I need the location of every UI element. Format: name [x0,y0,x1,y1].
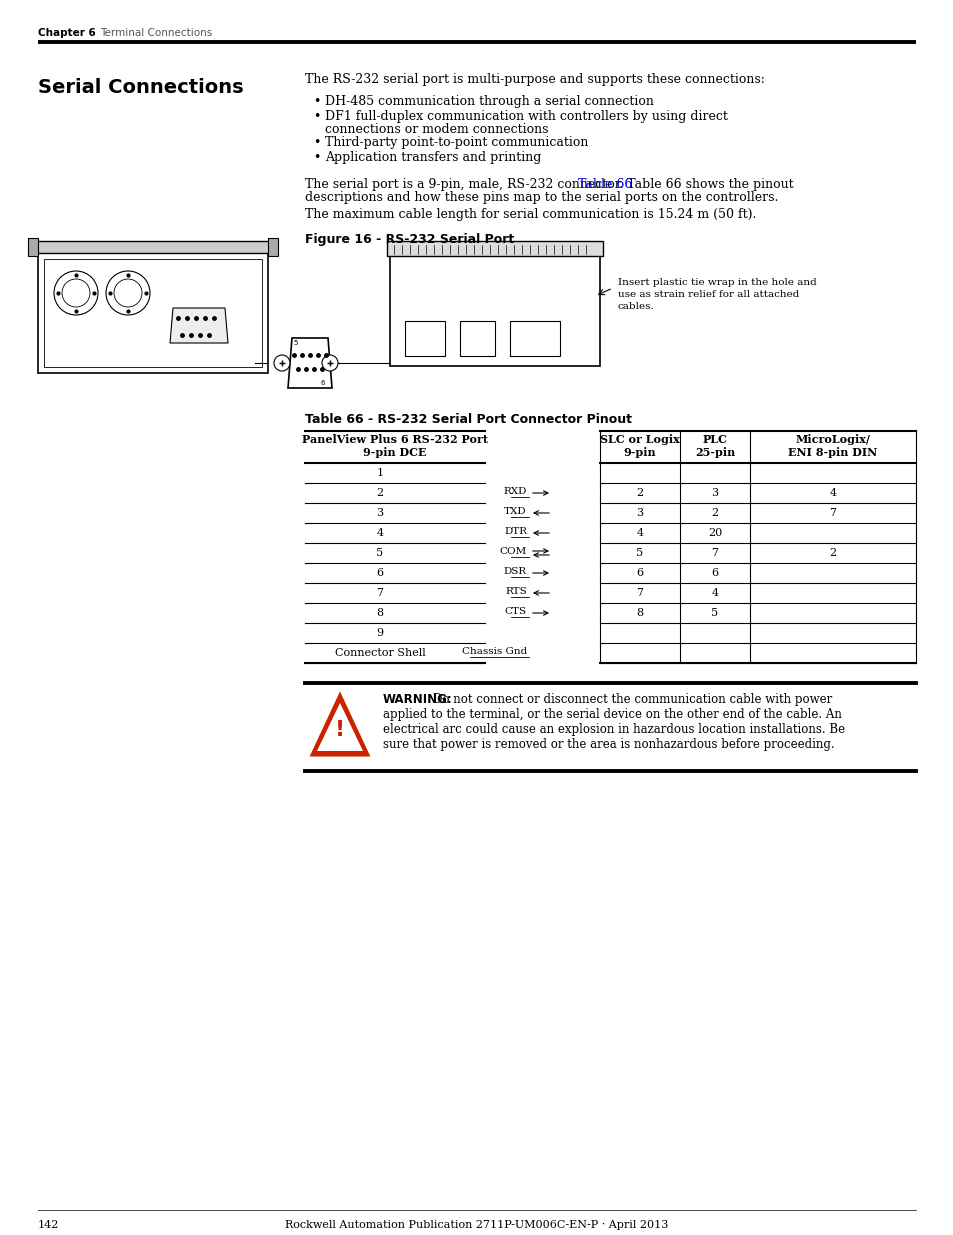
Text: electrical arc could cause an explosion in hazardous location installations. Be: electrical arc could cause an explosion … [382,722,844,736]
Circle shape [113,279,142,308]
Polygon shape [312,695,368,755]
Text: 6: 6 [320,380,325,387]
Text: 5: 5 [376,548,383,558]
Text: WARNING:: WARNING: [382,693,453,706]
Text: •: • [313,136,320,149]
Text: 9-pin: 9-pin [623,447,656,458]
Text: applied to the terminal, or the serial device on the other end of the cable. An: applied to the terminal, or the serial d… [382,708,841,721]
Bar [405,321,444,356]
Text: 9-pin DCE: 9-pin DCE [363,447,426,458]
Text: 8: 8 [636,608,643,618]
Text: 2: 2 [376,488,383,498]
Text: CTS: CTS [504,608,526,616]
Text: Rockwell Automation Publication 2711P-UM006C-EN-P · April 2013: Rockwell Automation Publication 2711P-UM… [285,1220,668,1230]
Text: •: • [313,151,320,164]
Text: 7: 7 [828,508,836,517]
Text: 25-pin: 25-pin [694,447,735,458]
Bar [44,259,262,367]
Circle shape [62,279,90,308]
Bar [33,241,273,253]
Text: Insert plastic tie wrap in the hole and
use as strain relief for all attached
ca: Insert plastic tie wrap in the hole and … [618,278,816,310]
Text: descriptions and how these pins map to the serial ports on the controllers.: descriptions and how these pins map to t… [305,191,778,204]
Bar [510,321,559,356]
Text: 5: 5 [711,608,718,618]
Text: PanelView Plus 6 RS-232 Port: PanelView Plus 6 RS-232 Port [302,433,488,445]
Text: 6: 6 [711,568,718,578]
Text: Table 66 - RS-232 Serial Port Connector Pinout: Table 66 - RS-232 Serial Port Connector … [305,412,631,426]
Text: Terminal Connections: Terminal Connections [100,28,212,38]
Text: 2: 2 [636,488,643,498]
Text: Chassis Gnd: Chassis Gnd [461,647,526,657]
Text: DF1 full-duplex communication with controllers by using direct: DF1 full-duplex communication with contr… [325,110,727,124]
Text: Table 66: Table 66 [578,178,632,191]
Text: TXD: TXD [504,508,526,516]
Text: PLC: PLC [701,433,727,445]
Text: COM: COM [499,547,526,557]
Text: Connector Shell: Connector Shell [335,648,425,658]
Text: The maximum cable length for serial communication is 15.24 m (50 ft).: The maximum cable length for serial comm… [305,207,756,221]
Text: connections or modem connections: connections or modem connections [325,124,548,136]
Text: DSR: DSR [503,568,526,577]
Text: 4: 4 [636,529,643,538]
Text: Chapter 6: Chapter 6 [38,28,95,38]
Text: The RS-232 serial port is multi-purpose and supports these connections:: The RS-232 serial port is multi-purpose … [305,73,764,86]
Bar [38,253,268,373]
Text: 6: 6 [376,568,383,578]
Bar [390,256,599,366]
Text: Figure 16 - RS-232 Serial Port: Figure 16 - RS-232 Serial Port [305,233,514,246]
Text: 7: 7 [711,548,718,558]
Polygon shape [316,703,363,751]
Text: 2: 2 [828,548,836,558]
Polygon shape [170,308,228,343]
Text: RXD: RXD [503,488,526,496]
Text: Do not connect or disconnect the communication cable with power: Do not connect or disconnect the communi… [432,693,831,706]
Text: DH-485 communication through a serial connection: DH-485 communication through a serial co… [325,95,653,107]
Text: 3: 3 [636,508,643,517]
Text: 6: 6 [636,568,643,578]
Text: DTR: DTR [503,527,526,536]
Text: 5: 5 [293,340,297,346]
Polygon shape [288,338,332,388]
Text: The serial port is a 9-pin, male, RS-232 connector. Table 66 shows the pinout: The serial port is a 9-pin, male, RS-232… [305,178,793,191]
Text: 20: 20 [707,529,721,538]
Text: 7: 7 [636,588,643,598]
Text: RTS: RTS [505,588,526,597]
Text: •: • [313,110,320,124]
Text: Third-party point-to-point communication: Third-party point-to-point communication [325,136,588,149]
Text: 4: 4 [376,529,383,538]
Circle shape [106,270,150,315]
Text: SLC or Logix: SLC or Logix [599,433,679,445]
Circle shape [274,354,290,370]
Text: 2: 2 [711,508,718,517]
Circle shape [54,270,98,315]
Bar [459,321,495,356]
Text: Application transfers and printing: Application transfers and printing [325,151,540,164]
Circle shape [322,354,337,370]
Text: 142: 142 [38,1220,59,1230]
Text: Serial Connections: Serial Connections [38,78,243,98]
Text: sure that power is removed or the area is nonhazardous before proceeding.: sure that power is removed or the area i… [382,739,834,751]
Text: 3: 3 [711,488,718,498]
Text: 1: 1 [376,468,383,478]
Text: 5: 5 [636,548,643,558]
Text: !: ! [335,720,345,740]
Text: 3: 3 [376,508,383,517]
Bar [387,241,602,256]
Text: 4: 4 [711,588,718,598]
Text: 7: 7 [376,588,383,598]
Text: 9: 9 [376,629,383,638]
Text: MicroLogix/: MicroLogix/ [795,433,869,445]
Text: 8: 8 [376,608,383,618]
Bar [28,238,38,256]
Text: •: • [313,95,320,107]
Text: 4: 4 [828,488,836,498]
Text: ENI 8-pin DIN: ENI 8-pin DIN [787,447,877,458]
Bar [268,238,277,256]
